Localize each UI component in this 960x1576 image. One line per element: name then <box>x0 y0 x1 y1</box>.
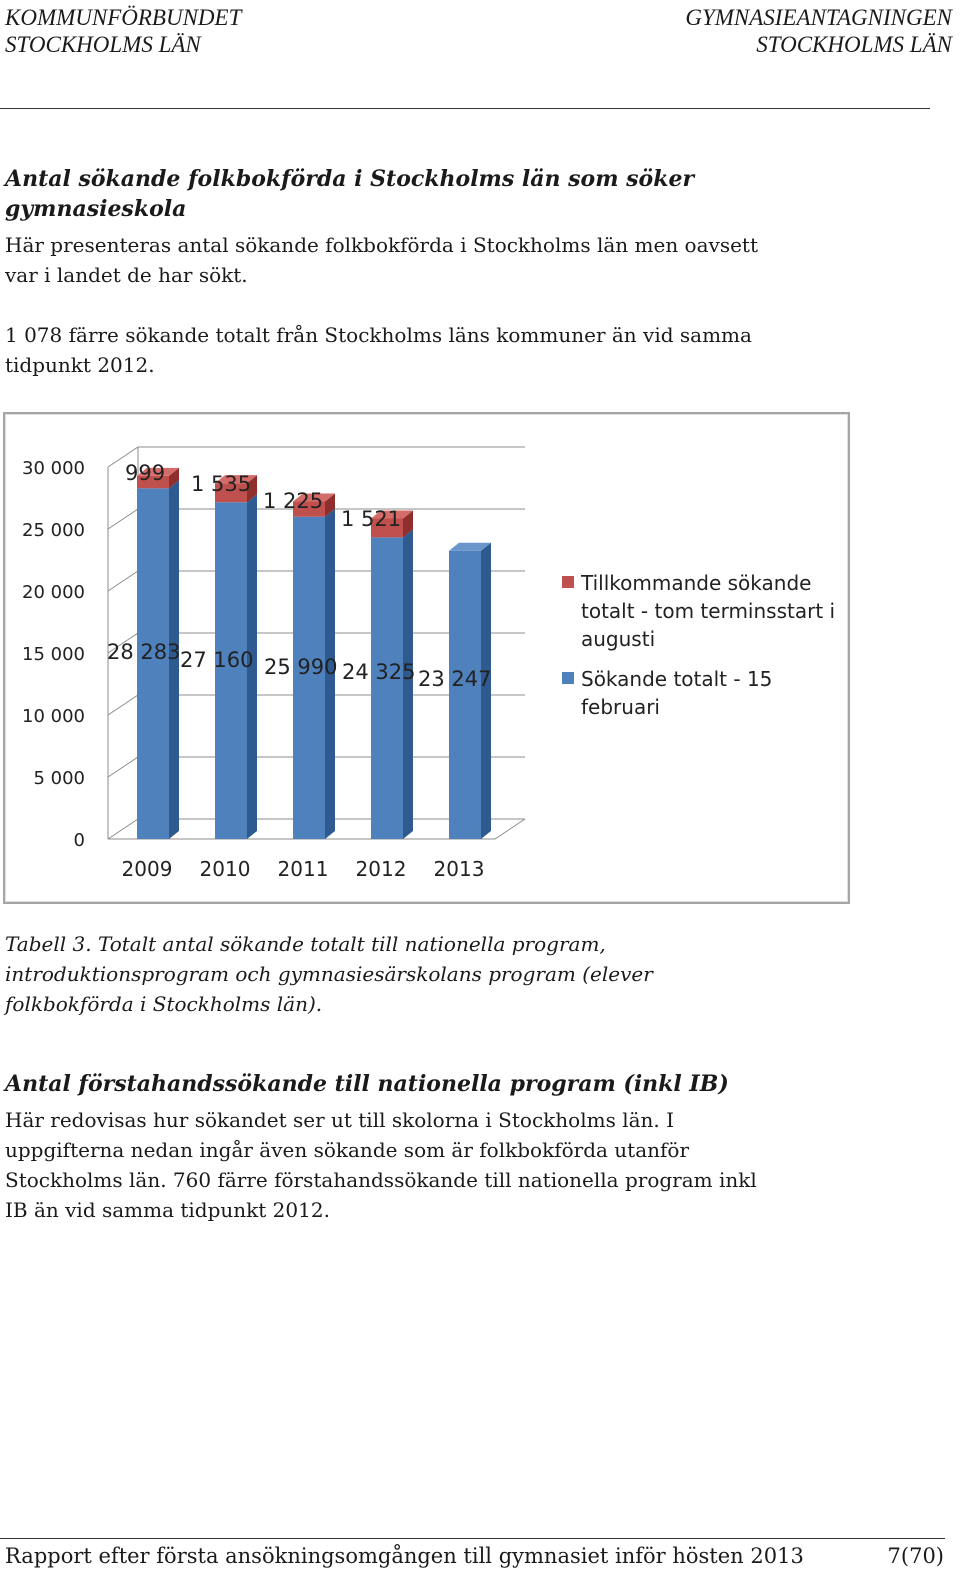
y-tick-label: 25 000 <box>22 520 85 541</box>
x-tick-label: 2011 <box>278 857 329 881</box>
bar-tillkommande <box>137 475 169 489</box>
section2-heading: Antal förstahandssökande till nationella… <box>5 1071 729 1097</box>
x-tick-label: 2010 <box>200 857 251 881</box>
header-left: KOMMUNFÖRBUNDET STOCKHOLMS LÄN <box>5 4 241 58</box>
data-label-tillkommande: 1 535 <box>191 472 251 496</box>
legend-label-sokande-line1: Sökande totalt - 15 <box>581 667 772 691</box>
data-label-sokande: 23 247 <box>418 667 491 691</box>
section1-p2-line2: tidpunkt 2012. <box>5 353 155 377</box>
bar-sokande-top <box>449 542 491 551</box>
caption-line2: introduktionsprogram och gymnasiesärskol… <box>5 962 653 986</box>
bar-sokande <box>449 550 481 839</box>
section1-p1-line1: Här presenteras antal sökande folkbokför… <box>5 233 758 257</box>
bar-tillkommande-side <box>403 510 413 538</box>
x-tick-label: 2009 <box>122 857 173 881</box>
y-tick-label: 15 000 <box>22 644 85 665</box>
data-label-sokande: 27 160 <box>180 648 253 672</box>
footer-divider <box>0 1538 945 1539</box>
header-right-line1: GYMNASIEANTAGNINGEN <box>685 5 952 30</box>
chart-legend: Tillkommande sökande totalt - tom termin… <box>562 571 835 719</box>
legend-swatch-sokande <box>562 672 574 684</box>
bar-sokande <box>215 502 247 839</box>
header-left-line2: STOCKHOLMS LÄN <box>5 32 201 57</box>
legend-label-tillkommande-line2: totalt - tom terminsstart i <box>581 599 835 623</box>
y-tick-label: 20 000 <box>22 582 85 603</box>
bar-sokande-side <box>481 542 491 839</box>
header-right-line2: STOCKHOLMS LÄN <box>756 32 952 57</box>
bar-tillkommande-side <box>325 493 335 517</box>
section1-heading-line1: Antal sökande folkbokförda i Stockholms … <box>5 166 695 192</box>
y-tick-label: 10 000 <box>22 706 85 727</box>
legend-swatch-tillkommande <box>562 576 574 588</box>
legend-label-tillkommande-line3: augusti <box>581 627 655 651</box>
gridline <box>107 446 525 468</box>
bar-tillkommande-top <box>371 510 413 519</box>
bar-tillkommande-top <box>293 493 335 502</box>
bar-sokande <box>293 516 325 839</box>
section1-paragraph1: Här presenteras antal sökande folkbokför… <box>5 230 805 290</box>
footer-title: Rapport efter första ansökningsomgången … <box>5 1544 804 1568</box>
y-tick-label: 30 000 <box>22 458 85 479</box>
label-layer: 2009 2010 2011 2012 2013 28 283 27 160 25 990 24… <box>107 461 491 881</box>
caption-line3: folkbokförda i Stockholms län). <box>5 992 323 1016</box>
legend-label-sokande-line2: februari <box>581 695 660 719</box>
page-number: 7(70) <box>887 1544 944 1568</box>
bar-tillkommande-top <box>215 475 257 484</box>
section2-p-line2: uppgifterna nedan ingår även sökande som… <box>5 1138 690 1162</box>
data-label-tillkommande: 999 <box>125 461 165 485</box>
bar-tillkommande <box>371 518 403 538</box>
section1-paragraph2: 1 078 färre sökande totalt från Stockhol… <box>5 320 805 380</box>
data-label-sokande: 28 283 <box>107 640 180 664</box>
header-left-line1: KOMMUNFÖRBUNDET <box>5 5 242 30</box>
section2-paragraph: Här redovisas hur sökandet ser ut till s… <box>5 1105 805 1225</box>
header-right: GYMNASIEANTAGNINGEN STOCKHOLMS LÄN <box>685 4 952 58</box>
bar-sokande <box>371 537 403 839</box>
data-label-tillkommande: 1 521 <box>341 507 401 531</box>
bar-sokande-side <box>403 529 413 839</box>
chart-container: 0 5 000 10 000 15 000 20 000 25 000 30 000 200… <box>3 412 850 904</box>
y-tick-label: 0 <box>74 830 85 851</box>
table-caption: Tabell 3. Totalt antal sökande totalt ti… <box>5 929 805 1019</box>
section1-heading: Antal sökande folkbokförda i Stockholms … <box>5 164 694 224</box>
section1-p1-line2: var i landet de har sökt. <box>5 263 248 287</box>
x-tick-label: 2012 <box>356 857 407 881</box>
bar-tillkommande-side <box>169 467 179 489</box>
bar-tillkommande-top <box>137 467 179 476</box>
legend-label-tillkommande-line1: Tillkommande sökande <box>580 571 811 595</box>
bar-chart: 0 5 000 10 000 15 000 20 000 25 000 30 000 200… <box>22 446 835 881</box>
bar-sokande-side <box>247 494 257 839</box>
x-tick-label: 2013 <box>434 857 485 881</box>
data-label-tillkommande: 1 225 <box>263 489 323 513</box>
section2-p-line4: IB än vid samma tidpunkt 2012. <box>5 1198 330 1222</box>
bar-sokande-side <box>325 508 335 839</box>
section1-p2-line1: 1 078 färre sökande totalt från Stockhol… <box>5 323 752 347</box>
y-tick-label: 5 000 <box>33 768 85 789</box>
bar-tillkommande-side <box>247 475 257 503</box>
axis-layer: 0 5 000 10 000 15 000 20 000 25 000 30 000 <box>22 458 526 851</box>
data-label-sokande: 24 325 <box>342 660 415 684</box>
caption-line1: Tabell 3. Totalt antal sökande totalt ti… <box>5 932 606 956</box>
bar-tillkommande <box>293 501 325 517</box>
bar-tillkommande <box>215 483 247 503</box>
section2-p-line3: Stockholms län. 760 färre förstahandssök… <box>5 1168 757 1192</box>
bar-sokande-side <box>169 480 179 839</box>
data-label-sokande: 25 990 <box>264 655 337 679</box>
section2-p-line1: Här redovisas hur sökandet ser ut till s… <box>5 1108 675 1132</box>
bar-sokande <box>137 488 169 839</box>
header-divider <box>0 108 930 109</box>
section1-heading-line2: gymnasieskola <box>5 196 187 222</box>
bar-layer <box>137 467 491 839</box>
